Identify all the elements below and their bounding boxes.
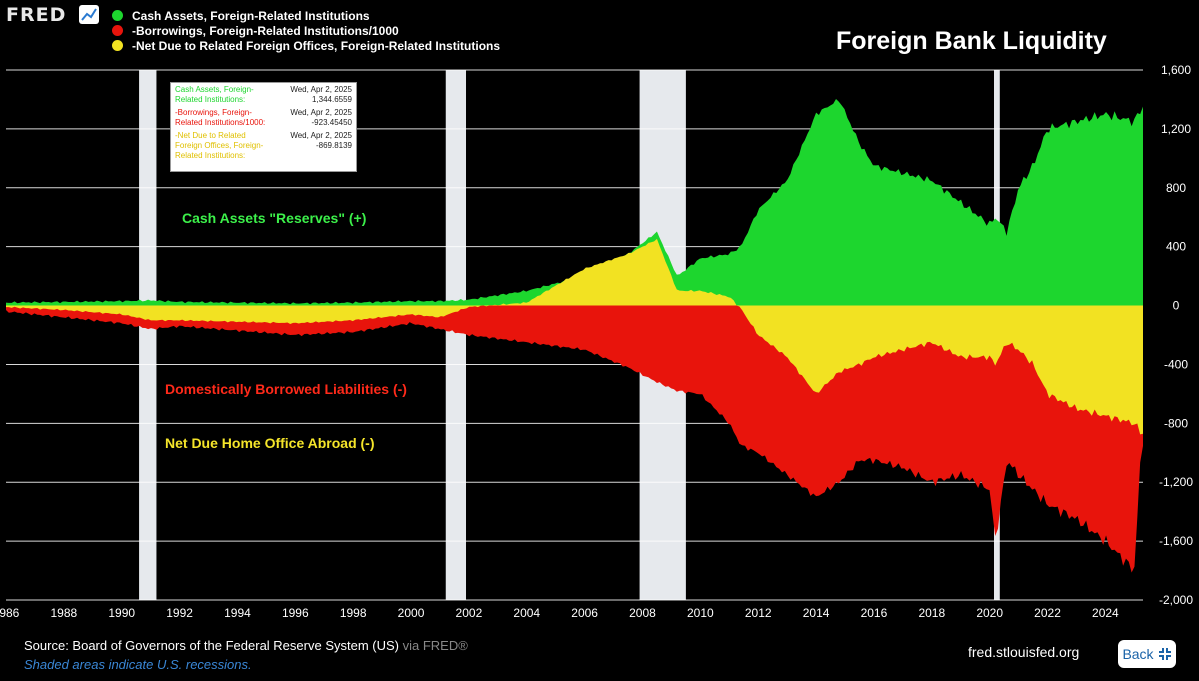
legend-dot-yellow	[112, 40, 123, 51]
x-tick-label: 1990	[108, 606, 135, 620]
chart-title: Foreign Bank Liquidity	[836, 27, 1107, 55]
x-tick-label: 2018	[918, 606, 945, 620]
x-tick-label: 2006	[571, 606, 598, 620]
tooltip-row: Cash Assets, Foreign-Related Institution…	[175, 85, 352, 105]
recession-band	[139, 70, 157, 600]
tooltip-value: Wed, Apr 2, 2025 -869.8139	[290, 131, 352, 150]
y-tick-label: 800	[1166, 181, 1186, 195]
legend-item: Cash Assets, Foreign-Related Institution…	[112, 8, 500, 23]
series-area-borrowings	[6, 305, 1143, 573]
tooltip-series-name: Cash Assets, Foreign-Related Institution…	[175, 85, 254, 104]
tooltip-value: Wed, Apr 2, 2025 -923.45450	[290, 108, 352, 127]
x-tick-label: 1992	[166, 606, 193, 620]
x-tick-label: 1996	[282, 606, 309, 620]
source-label: Source: Board of Governors of the Federa…	[24, 638, 399, 653]
y-tick-label: 1,600	[1161, 63, 1191, 77]
x-tick-label: 1988	[51, 606, 78, 620]
x-tick-label: 2024	[1092, 606, 1119, 620]
series-area-cash-assets	[6, 98, 1143, 306]
legend-label: -Net Due to Related Foreign Offices, For…	[132, 38, 501, 53]
legend-dot-red	[112, 25, 123, 36]
y-tick-label: -800	[1164, 416, 1188, 430]
tooltip-row: -Net Due to Related Foreign Offices, For…	[175, 131, 352, 161]
website-link[interactable]: fred.stlouisfed.org	[968, 644, 1080, 660]
fred-logo[interactable]: FRED	[6, 4, 67, 26]
legend-item: -Net Due to Related Foreign Offices, For…	[112, 38, 500, 53]
source-text: Source: Board of Governors of the Federa…	[24, 638, 468, 653]
y-tick-label: -1,600	[1159, 534, 1193, 548]
chart-header: FRED Cash Assets, Foreign-Related Instit…	[0, 0, 1199, 60]
fred-chart-icon	[79, 5, 99, 24]
tooltip-row: -Borrowings, Foreign-Related Institution…	[175, 108, 352, 128]
series-areas	[6, 98, 1143, 573]
series-area-net-due-positive	[6, 238, 1143, 306]
legend-label: Cash Assets, Foreign-Related Institution…	[132, 8, 370, 23]
recession-band	[445, 70, 467, 600]
annotation-cash-assets: Cash Assets "Reserves" (+)	[182, 210, 367, 226]
tooltip-series-name: -Borrowings, Foreign-Related Institution…	[175, 108, 266, 127]
y-tick-label: -400	[1164, 357, 1188, 371]
x-tick-label: 2022	[1034, 606, 1061, 620]
x-tick-label: 1998	[340, 606, 367, 620]
y-tick-label: -1,200	[1159, 475, 1193, 489]
legend-dot-green	[112, 10, 123, 21]
y-tick-label: 400	[1166, 240, 1186, 254]
chart-area: 1,600 1,200 800 400 0 -400 -800 -1,200 -1,600 -2,…	[0, 63, 1193, 620]
x-tick-label: 2008	[629, 606, 656, 620]
x-axis: 1986 1988 1990 1992 1994 1996 1998 2000 2002 2004…	[0, 606, 1119, 620]
x-tick-label: 2004	[513, 606, 540, 620]
y-axis: 1,600 1,200 800 400 0 -400 -800 -1,200 -1,600 -2,…	[1159, 63, 1193, 607]
annotation-borrowed: Domestically Borrowed Liabilities (-)	[165, 381, 407, 397]
footer: Source: Board of Governors of the Federa…	[0, 633, 1199, 681]
legend-item: -Borrowings, Foreign-Related Institution…	[112, 23, 500, 38]
x-tick-label: 2012	[745, 606, 772, 620]
y-tick-label: -2,000	[1159, 593, 1193, 607]
x-tick-label: 2020	[976, 606, 1003, 620]
x-tick-label: 2014	[803, 606, 830, 620]
x-tick-label: 2002	[456, 606, 483, 620]
back-button[interactable]: Back	[1118, 640, 1176, 668]
annotation-net-due: Net Due Home Office Abroad (-)	[165, 435, 375, 451]
legend-label: -Borrowings, Foreign-Related Institution…	[132, 23, 399, 38]
series-area-net-due-negative	[6, 305, 1143, 435]
data-tooltip: Cash Assets, Foreign-Related Institution…	[170, 82, 357, 172]
legend: Cash Assets, Foreign-Related Institution…	[112, 8, 500, 53]
x-tick-label: 1986	[0, 606, 20, 620]
y-tick-label: 0	[1173, 299, 1180, 313]
x-tick-label: 1994	[224, 606, 251, 620]
back-label: Back	[1122, 646, 1154, 662]
x-tick-label: 2000	[398, 606, 425, 620]
recession-note: Shaded areas indicate U.S. recessions.	[24, 657, 252, 672]
x-tick-label: 2010	[687, 606, 714, 620]
via-fred: via FRED®	[402, 638, 468, 653]
y-tick-label: 1,200	[1161, 122, 1191, 136]
x-tick-label: 2016	[861, 606, 888, 620]
tooltip-value: Wed, Apr 2, 2025 1,344.6559	[290, 85, 352, 104]
tooltip-series-name: -Net Due to Related Foreign Offices, For…	[175, 131, 264, 160]
collapse-icon	[1158, 648, 1171, 660]
